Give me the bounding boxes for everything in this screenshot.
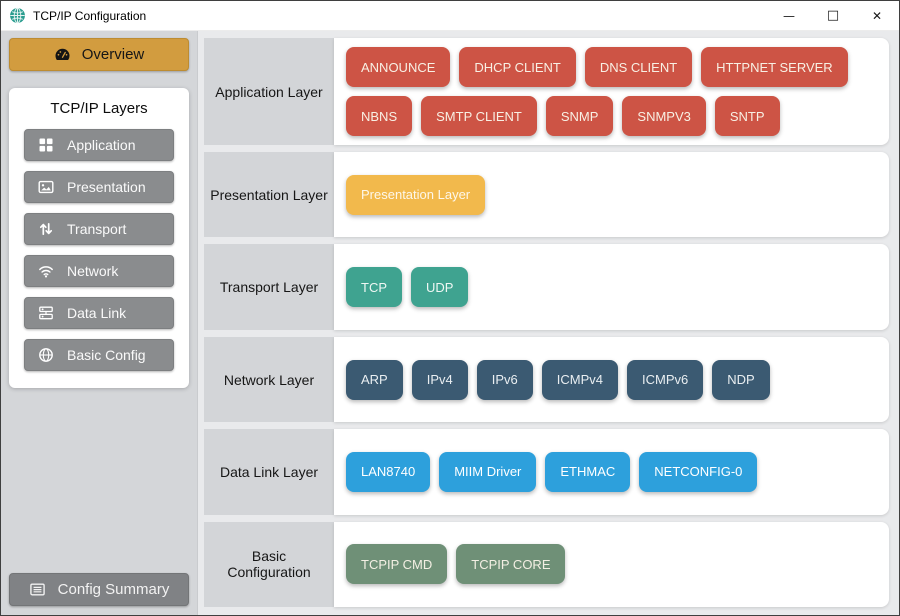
tcpip-layers-title: TCP/IP Layers [50, 100, 148, 117]
globe-icon [38, 347, 54, 363]
window-controls: — □ ✕ [767, 1, 899, 31]
layer-row-panel: Presentation Layer [334, 152, 889, 238]
sidebar-item-label: Presentation [67, 179, 146, 195]
module-chip[interactable]: ANNOUNCE [346, 47, 451, 87]
grid-icon [38, 137, 54, 153]
sidebar-item-transport[interactable]: Transport [24, 213, 174, 245]
list-icon [29, 581, 46, 598]
sidebar: Overview TCP/IP Layers Application Presen… [1, 31, 198, 615]
config-summary-label: Config Summary [57, 581, 170, 598]
sidebar-item-application[interactable]: Application [24, 129, 174, 161]
layer-row: Presentation Layer Presentation Layer [204, 152, 889, 238]
tcpip-layers-card: TCP/IP Layers Application Presentation Tra… [9, 88, 189, 388]
overview-button[interactable]: Overview [9, 38, 189, 71]
overview-label: Overview [81, 46, 145, 63]
layer-row-panel: TCPIP CMD TCPIP CORE [334, 521, 889, 608]
image-icon [38, 179, 54, 195]
window-title: TCP/IP Configuration [33, 8, 147, 23]
layer-row: Data Link Layer LAN8740 MIIM Driver ETHMAC N… [204, 429, 889, 515]
layer-row: Basic Configuration TCPIP CMD TCPIP CORE [204, 521, 889, 608]
sidebar-item-basic-config[interactable]: Basic Config [24, 339, 174, 371]
sidebar-item-network[interactable]: Network [24, 255, 174, 287]
module-chip[interactable]: TCPIP CORE [456, 544, 566, 585]
layers-main-area: Application Layer ANNOUNCE DHCP CLIENT DNS … [198, 31, 899, 615]
module-chip[interactable]: NBNS [346, 96, 413, 136]
layer-row-label: Data Link Layer [204, 429, 334, 515]
layer-row-label: Transport Layer [204, 244, 334, 330]
module-chip[interactable]: DHCP CLIENT [459, 47, 576, 87]
layer-row-label: Presentation Layer [204, 152, 334, 238]
layer-row: Transport Layer TCP UDP [204, 244, 889, 330]
layer-row: Application Layer ANNOUNCE DHCP CLIENT DNS … [204, 38, 889, 145]
module-chip[interactable]: ICMPv4 [541, 359, 618, 400]
module-chip[interactable]: SMTP CLIENT [421, 96, 537, 136]
module-chip[interactable]: LAN8740 [346, 451, 431, 492]
layer-row-panel: ARP IPv4 IPv6 ICMPv4 ICMPv6 NDP [334, 336, 889, 423]
minimize-button[interactable]: — [767, 1, 811, 31]
module-chip[interactable]: SNMP [545, 96, 614, 136]
module-chip[interactable]: Presentation Layer [346, 174, 486, 215]
sidebar-item-label: Network [67, 263, 119, 279]
server-icon [38, 305, 54, 321]
sidebar-item-label: Basic Config [67, 347, 146, 363]
layer-row-panel: LAN8740 MIIM Driver ETHMAC NETCONFIG-0 [334, 429, 889, 515]
module-chip[interactable]: UDP [411, 267, 469, 308]
title-bar: TCP/IP Configuration — □ ✕ [1, 1, 899, 31]
sidebar-item-presentation[interactable]: Presentation [24, 171, 174, 203]
module-chip[interactable]: IPv6 [476, 359, 533, 400]
arrows-vertical-icon [38, 221, 54, 237]
module-chip[interactable]: MIIM Driver [439, 451, 537, 492]
module-chip[interactable]: TCPIP CMD [346, 544, 448, 585]
module-chip[interactable]: IPv4 [411, 359, 468, 400]
tcpip-layers-list: Application Presentation Transport Network D… [24, 129, 174, 371]
layer-row-label: Basic Configuration [204, 521, 334, 608]
module-chip[interactable]: NDP [712, 359, 770, 400]
layer-row-panel: TCP UDP [334, 244, 889, 330]
layer-row-label: Application Layer [204, 38, 334, 145]
module-chip[interactable]: NETCONFIG-0 [639, 451, 758, 492]
wifi-icon [38, 263, 54, 279]
sidebar-item-label: Data Link [67, 305, 127, 321]
module-chip[interactable]: HTTPNET SERVER [701, 47, 848, 87]
sidebar-item-label: Transport [67, 221, 127, 237]
module-chip[interactable]: ICMPv6 [627, 359, 704, 400]
dashboard-icon [54, 46, 71, 63]
sidebar-item-data-link[interactable]: Data Link [24, 297, 174, 329]
app-body: Overview TCP/IP Layers Application Presen… [1, 31, 899, 615]
layer-row: Network Layer ARP IPv4 IPv6 ICMPv4 ICMPv6 NDP [204, 336, 889, 423]
module-chip[interactable]: SNTP [714, 96, 780, 136]
module-chip[interactable]: DNS CLIENT [584, 47, 693, 87]
module-chip[interactable]: ARP [346, 359, 403, 400]
maximize-button[interactable]: □ [811, 1, 855, 31]
module-chip[interactable]: ETHMAC [545, 451, 631, 492]
config-summary-button[interactable]: Config Summary [9, 573, 189, 606]
network-globe-icon [9, 7, 26, 24]
close-button[interactable]: ✕ [855, 1, 899, 31]
module-chip[interactable]: SNMPV3 [622, 96, 706, 136]
sidebar-item-label: Application [67, 137, 136, 153]
layer-row-panel: ANNOUNCE DHCP CLIENT DNS CLIENT HTTPNET SER… [334, 38, 889, 145]
layer-row-label: Network Layer [204, 336, 334, 423]
module-chip[interactable]: TCP [346, 267, 402, 308]
